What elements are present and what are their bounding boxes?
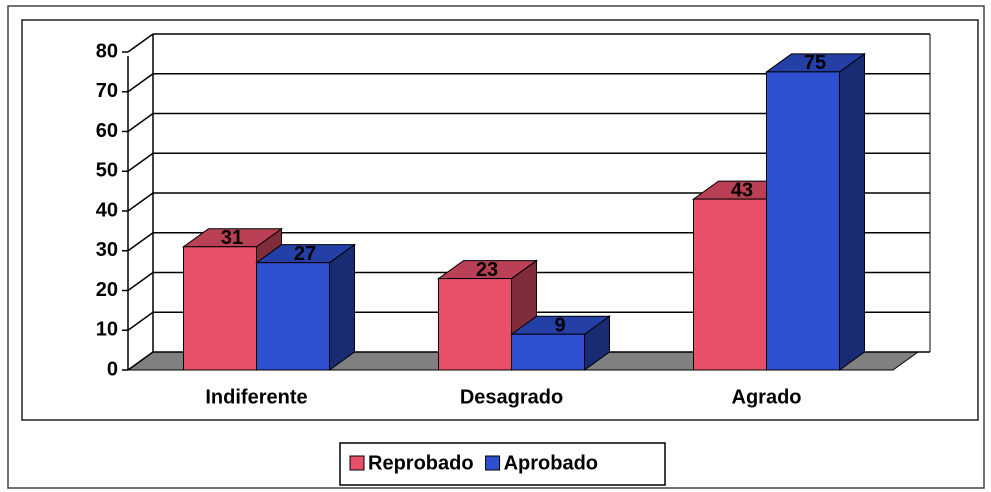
grid-line	[127, 112, 154, 133]
grid-line	[127, 311, 154, 331]
bar-front	[183, 246, 257, 371]
bar-side	[329, 243, 355, 371]
legend-swatch	[349, 455, 365, 471]
bar-front	[256, 262, 330, 371]
data-label: 75	[804, 52, 826, 74]
grid-line	[127, 351, 154, 371]
bar-front	[438, 278, 512, 371]
x-tick-label: Agrado	[732, 386, 802, 408]
grid-line	[127, 192, 154, 212]
grid-line	[127, 73, 154, 93]
data-label: 27	[294, 243, 316, 265]
y-tick-label: 50	[96, 160, 118, 182]
y-tick-label: 0	[107, 358, 118, 380]
data-label: 31	[221, 227, 243, 249]
bar-side	[839, 52, 865, 371]
bar-front	[511, 333, 585, 371]
bar	[509, 315, 612, 371]
data-label: 43	[731, 179, 753, 201]
y-tick-label: 10	[96, 319, 118, 341]
data-label: 9	[554, 315, 565, 337]
x-tick-label: Indiferente	[205, 386, 307, 408]
y-tick-label: 70	[96, 80, 118, 102]
x-tick-label: Desagrado	[460, 386, 563, 408]
y-tick-label: 80	[96, 40, 118, 62]
data-label: 23	[476, 259, 498, 281]
grid-line	[127, 33, 154, 53]
legend-box	[339, 442, 666, 486]
bar-front	[693, 198, 767, 371]
grid-line	[127, 271, 154, 292]
grid-line	[127, 232, 154, 252]
grid-line	[127, 152, 154, 172]
y-tick-label: 20	[96, 279, 118, 301]
bar	[254, 243, 357, 371]
y-tick-label: 60	[96, 120, 118, 142]
y-tick-label: 30	[96, 239, 118, 261]
legend: Reprobado Aprobado	[339, 442, 666, 486]
y-tick-label: 40	[96, 199, 118, 221]
legend-label: Aprobado	[504, 452, 598, 474]
bar	[764, 52, 867, 371]
legend-swatch	[485, 455, 501, 471]
legend-label: Reprobado	[368, 452, 474, 474]
bar-front	[766, 71, 840, 371]
